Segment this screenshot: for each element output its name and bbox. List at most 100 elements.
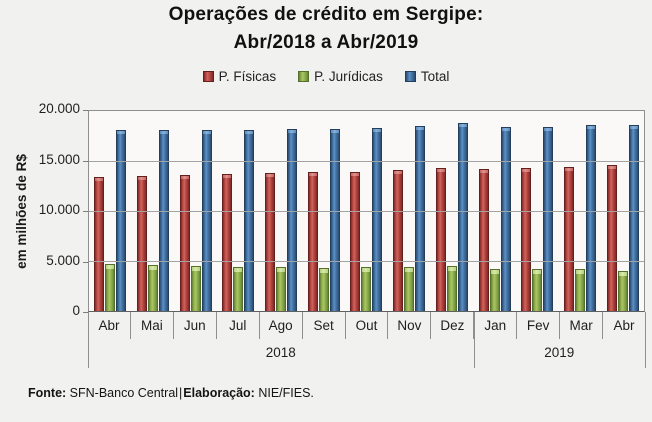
bar-total-7 (415, 126, 426, 311)
bar-group-1-mai (132, 111, 175, 311)
footer-note: Fonte: SFN-Banco Central|Elaboração: NIE… (28, 386, 314, 400)
x-month-label-1: Mai (131, 312, 174, 339)
bar-group-5-set (302, 111, 345, 311)
x-year-label-2018: 2018 (265, 345, 296, 360)
bar-total-12 (628, 125, 639, 311)
x-month-label-9: Jan (474, 312, 518, 339)
bar-total-5 (329, 129, 340, 311)
bar-p-juridicas-4 (276, 267, 287, 311)
bar-p-fisicas-8 (435, 168, 446, 311)
bar-total-3 (244, 130, 255, 311)
x-month-label-3: Jul (217, 312, 260, 339)
bar-p-fisicas-3 (222, 174, 233, 311)
y-tick-label: 15.000 (38, 151, 80, 167)
bar-columns (89, 111, 644, 311)
bar-group-7-nov (388, 111, 431, 311)
plot-area (88, 110, 645, 312)
bar-p-juridicas-12 (617, 271, 628, 311)
bar-group-2-jun (174, 111, 217, 311)
legend-item-p-fisicas: P. Físicas (202, 68, 277, 84)
source-label: Fonte: (28, 386, 67, 400)
bar-group-11-mar (559, 111, 602, 311)
bar-p-fisicas-1 (137, 176, 148, 311)
bar-total-4 (287, 129, 298, 311)
year-divider (473, 312, 475, 368)
bar-p-fisicas-0 (94, 177, 105, 311)
bar-p-juridicas-2 (190, 266, 201, 311)
legend-swatch-p-fisicas (202, 70, 214, 82)
x-month-label-8: Dez (431, 312, 475, 339)
legend-label: P. Físicas (218, 68, 277, 84)
y-axis-title: em milhões de R$ (13, 153, 29, 269)
legend-swatch-p-juridicas (298, 70, 310, 82)
x-axis-years: 2018 2019 (88, 339, 645, 366)
y-tick-label: 5.000 (46, 252, 80, 268)
bar-p-juridicas-9 (489, 269, 500, 311)
bar-group-0-abr (89, 111, 132, 311)
footer-divider: | (179, 386, 183, 400)
x-month-label-7: Nov (388, 312, 432, 339)
bar-total-2 (201, 130, 212, 311)
legend-item-p-juridicas: P. Jurídicas (298, 69, 383, 84)
bar-p-fisicas-5 (307, 172, 318, 311)
bar-p-juridicas-7 (404, 267, 415, 311)
bar-group-6-out (345, 111, 388, 311)
y-tick-label: 10.000 (38, 202, 80, 217)
x-month-label-5: Set (303, 312, 346, 339)
bar-total-9 (500, 127, 511, 311)
legend: P. Físicas P. Jurídicas Total (0, 66, 652, 86)
bar-total-1 (159, 130, 170, 311)
bar-total-0 (116, 130, 127, 311)
legend-label: Total (420, 68, 450, 84)
bar-total-6 (372, 128, 383, 311)
bar-group-3-jul (217, 111, 260, 311)
source-text: SFN-Banco Central (69, 386, 179, 400)
bar-p-fisicas-12 (606, 165, 617, 311)
x-month-label-11: Mar (560, 312, 604, 339)
chart-title-line2: Abr/2018 a Abr/2019 (233, 32, 419, 53)
bar-p-fisicas-4 (265, 173, 276, 311)
x-month-label-10: Fev (517, 312, 561, 339)
elaboration-value: NIE/FIES. (258, 386, 314, 400)
x-axis-months: Abr Mai Jun Jul Ago Set Out Nov Dez Jan Fev Mar Abr (88, 312, 645, 339)
y-tick-mark (83, 261, 88, 263)
y-tick-mark (83, 312, 88, 313)
bar-group-12-abr (601, 111, 644, 311)
bar-p-juridicas-10 (532, 269, 543, 311)
bar-p-juridicas-6 (361, 267, 372, 311)
bar-p-fisicas-9 (478, 169, 489, 311)
x-month-label-2: Jun (174, 312, 217, 339)
bar-group-8-dez (431, 111, 474, 311)
x-month-label-0: Abr (88, 312, 131, 339)
legend-swatch-total (404, 70, 416, 82)
elaboration-label: Elaboração: (183, 386, 255, 400)
chart-title: Operações de crédito em Sergipe: Abr/201… (0, 1, 652, 57)
bar-p-juridicas-3 (233, 267, 244, 311)
gridline (89, 161, 644, 162)
year-divider (88, 312, 89, 368)
bar-p-juridicas-8 (446, 266, 457, 311)
bar-p-juridicas-11 (574, 269, 585, 311)
gridline (89, 261, 644, 262)
bar-p-juridicas-5 (318, 268, 329, 311)
legend-label: P. Jurídicas (314, 68, 383, 84)
bar-p-juridicas-1 (148, 265, 159, 311)
bar-p-fisicas-7 (393, 170, 404, 311)
bar-p-fisicas-11 (563, 167, 574, 311)
bar-group-10-fev (516, 111, 559, 311)
bar-p-juridicas-0 (105, 264, 116, 311)
x-year-label-2019: 2019 (544, 345, 575, 360)
y-tick-mark (83, 110, 88, 111)
y-tick-label: 0 (72, 303, 80, 318)
bar-p-fisicas-6 (350, 172, 361, 311)
chart-title-line1: Operações de crédito em Sergipe: (168, 4, 484, 25)
bar-total-11 (585, 125, 596, 311)
bar-total-8 (457, 123, 468, 311)
bar-p-fisicas-10 (521, 168, 532, 311)
gridline (89, 211, 644, 212)
bar-p-fisicas-2 (179, 175, 190, 311)
legend-item-total: Total (404, 68, 450, 84)
bar-total-10 (543, 127, 554, 311)
bar-group-9-jan (473, 111, 516, 311)
